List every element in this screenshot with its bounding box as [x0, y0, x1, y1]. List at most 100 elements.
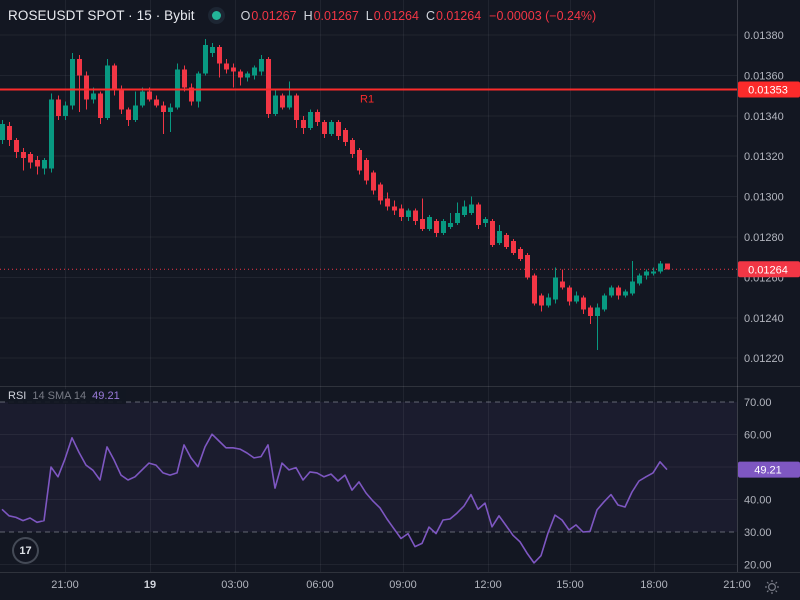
candle-up	[210, 47, 215, 54]
price-axis[interactable]: 0.01380 0.01360 0.01340 0.01320 0.01300 0.012…	[744, 30, 784, 365]
low-value: 0.01264	[373, 8, 419, 23]
candle-down	[476, 204, 481, 225]
candle-up	[196, 73, 201, 102]
candle-up	[651, 271, 656, 274]
market-status-icon[interactable]	[207, 7, 225, 24]
candle-down	[504, 235, 509, 248]
rsi-title: RSI	[8, 390, 27, 402]
candle-down	[77, 59, 82, 76]
settings-gear-icon[interactable]	[765, 580, 779, 594]
candle-down	[532, 275, 537, 304]
candle-up	[658, 263, 663, 272]
price-axis-label: 0.01380	[744, 30, 784, 42]
status-dot-icon	[211, 11, 221, 20]
tradingview-logo[interactable]: 17	[12, 537, 39, 564]
candle-down	[413, 210, 418, 221]
time-axis-label: 12:00	[474, 579, 502, 591]
candle-up	[497, 230, 502, 244]
candle-down	[189, 87, 194, 102]
candle-up	[469, 204, 474, 213]
candle-down	[126, 109, 131, 120]
candle-up	[287, 95, 292, 108]
rsi-axis-label: 70.00	[744, 397, 772, 409]
candle-up	[63, 105, 68, 116]
candle-down	[98, 93, 103, 118]
ohlc-open: O0.01267	[241, 9, 297, 23]
candle-down	[434, 220, 439, 233]
time-axis[interactable]: 21:00 19 03:00 06:00 09:00 12:00 15:00 18:00 21:…	[51, 579, 751, 591]
candle-down	[392, 206, 397, 211]
last-price-badge: 0.01264	[738, 261, 800, 278]
ohlc-close: C0.01264	[426, 9, 481, 23]
candle-up	[133, 105, 138, 120]
candle-down	[217, 47, 222, 64]
candles[interactable]	[0, 39, 670, 351]
candle-down	[161, 105, 166, 112]
candle-up	[623, 291, 628, 296]
candle-down	[560, 281, 565, 288]
candle-down	[322, 121, 327, 134]
svg-text:0.01353: 0.01353	[748, 85, 788, 97]
price-axis-label: 0.01360	[744, 70, 784, 82]
candle-up	[308, 111, 313, 128]
symbol-title[interactable]: ROSEUSDT SPOT · 15 · Bybit	[8, 8, 195, 23]
candle-up	[546, 297, 551, 306]
ohlc-low: L0.01264	[366, 9, 419, 23]
time-axis-label: 21:00	[51, 579, 79, 591]
price-axis-label: 0.01220	[744, 353, 784, 365]
rsi-params: 14 SMA 14	[32, 390, 87, 402]
candle-down	[420, 218, 425, 229]
candle-up	[602, 295, 607, 310]
rsi-axis-label: 60.00	[744, 430, 772, 442]
candle-up	[609, 287, 614, 296]
candle-up	[455, 212, 460, 223]
rsi-axis[interactable]: 70.00 60.00 40.00 30.00 20.00	[744, 397, 772, 572]
candle-up	[70, 59, 75, 106]
candle-down	[336, 121, 341, 136]
close-label: C	[425, 8, 435, 23]
candle-up	[406, 210, 411, 217]
candle-down	[301, 119, 306, 128]
change-value: −0.00003 (−0.24%)	[489, 8, 597, 23]
rsi-axis-label: 30.00	[744, 527, 772, 539]
time-axis-label: 03:00	[221, 579, 249, 591]
high-value: 0.01267	[313, 8, 359, 23]
candle-down	[14, 140, 19, 153]
price-axis-label: 0.01300	[744, 192, 784, 204]
candle-down	[21, 152, 26, 159]
price-axis-label: 0.01280	[744, 232, 784, 244]
rsi-value-badge: 49.21	[738, 461, 800, 478]
candle-down	[7, 125, 12, 140]
candle-down	[616, 287, 621, 296]
candle-up	[574, 295, 579, 302]
candle-down	[490, 220, 495, 246]
candle-up	[644, 271, 649, 276]
candle-down	[350, 140, 355, 155]
price-axis-label: 0.01340	[744, 111, 784, 123]
time-axis-label: 06:00	[306, 579, 334, 591]
candle-up	[203, 45, 208, 74]
time-axis-day-label: 19	[144, 579, 156, 591]
candle-up	[91, 93, 96, 100]
candle-up	[553, 277, 558, 300]
candle-down	[665, 263, 670, 270]
candle-up	[49, 99, 54, 169]
candle-up	[329, 121, 334, 134]
open-label: O	[240, 8, 251, 23]
rsi-indicator-legend[interactable]: RSI 14 SMA 14 49.21	[8, 389, 126, 404]
time-axis-label: 09:00	[389, 579, 417, 591]
candle-up	[168, 107, 173, 112]
candle-down	[539, 295, 544, 306]
candle-down	[378, 184, 383, 201]
candle-up	[630, 281, 635, 294]
candle-down	[119, 89, 124, 110]
rsi-value: 49.21	[92, 390, 120, 402]
candle-down	[371, 172, 376, 191]
candle-down	[56, 99, 61, 116]
r1-line-label[interactable]: R1	[360, 94, 374, 106]
candle-down	[84, 75, 89, 100]
low-label: L	[365, 8, 373, 23]
